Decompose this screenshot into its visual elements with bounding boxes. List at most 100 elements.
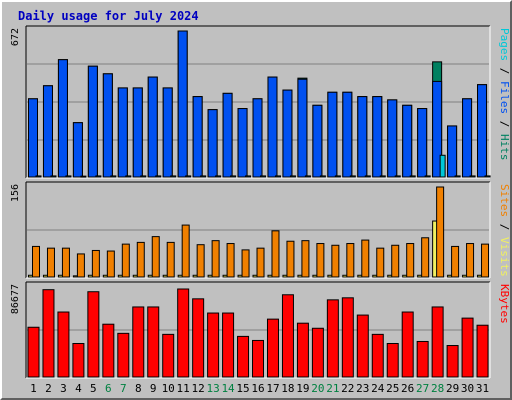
kbytes-bar <box>431 306 444 378</box>
sites-bar <box>481 243 490 278</box>
files-bar <box>57 59 68 178</box>
kbytes-bar <box>42 289 55 378</box>
pages-bar <box>439 154 446 178</box>
kbytes-bar <box>341 297 354 378</box>
files-bar <box>447 125 458 178</box>
files-bar <box>432 80 443 178</box>
pages-bar <box>50 175 57 178</box>
pages-bar <box>454 175 461 178</box>
kbytes-bar <box>72 342 85 378</box>
sites-bar <box>151 236 160 278</box>
kbytes-bar <box>102 323 115 378</box>
x-tick-label: 18 <box>281 382 294 395</box>
sites-bar <box>436 186 445 278</box>
x-tick-label: 16 <box>251 382 264 395</box>
files-bar <box>297 78 308 178</box>
y-max-label: 86677 <box>10 284 21 314</box>
pages-bar <box>140 175 147 178</box>
files-bar <box>147 76 158 178</box>
sites-bar <box>331 244 340 278</box>
files-bar <box>372 96 383 178</box>
legend: Pages / Files / Hits <box>498 28 510 161</box>
sites-bar <box>241 249 250 278</box>
pages-bar <box>125 175 132 178</box>
y-max-label: 672 <box>10 28 21 46</box>
files-bar <box>402 104 413 178</box>
pages-bar <box>424 175 431 178</box>
sites-bar <box>136 241 145 278</box>
kbytes-bar <box>326 299 339 378</box>
pages-bar <box>245 175 252 178</box>
sites-bar <box>376 247 385 278</box>
kbytes-bar <box>117 332 130 378</box>
sites-bar <box>211 240 220 278</box>
kbytes-bar <box>461 317 474 378</box>
x-tick-label: 10 <box>162 382 175 395</box>
pages-bar <box>289 175 296 178</box>
sites-bar <box>106 250 115 278</box>
files-bar <box>207 109 218 178</box>
x-tick-label: 24 <box>371 382 385 395</box>
sites-bar <box>61 247 70 278</box>
legend-text: Sites / Visits <box>498 184 510 277</box>
kbytes-bar <box>147 306 160 378</box>
files-bar <box>282 89 293 178</box>
legend: Sites / Visits <box>498 184 510 277</box>
kbytes-bar <box>476 324 489 378</box>
kbytes-bar <box>27 326 40 378</box>
pages-bar <box>379 175 386 178</box>
files-bar <box>462 98 473 178</box>
legend-entry-kbytes: KBytes <box>498 284 510 324</box>
files-bar <box>72 122 83 178</box>
sites-bar <box>91 249 100 278</box>
kbytes-bar <box>237 335 250 378</box>
sites-bar <box>32 245 40 278</box>
sites-bar <box>301 240 310 278</box>
pages-bar <box>35 175 42 178</box>
pages-bar <box>484 175 491 178</box>
files-bar <box>357 96 368 178</box>
files-bar <box>177 30 188 178</box>
x-tick-label: 28 <box>431 382 444 395</box>
kbytes-bar <box>252 339 265 378</box>
pages-bar <box>65 175 72 178</box>
x-tick-label: 13 <box>206 382 219 395</box>
sites-bar <box>226 243 235 278</box>
kbytes-bar <box>401 311 414 378</box>
sites-bar <box>406 243 415 278</box>
kbytes-bar <box>386 342 399 378</box>
files-bar <box>42 85 53 178</box>
x-tick-label: 3 <box>60 382 67 395</box>
files-bar <box>312 104 323 178</box>
pages-bar <box>185 175 192 178</box>
x-tick-label: 7 <box>120 382 127 395</box>
pages-bar <box>155 175 162 178</box>
pages-bar <box>334 175 341 178</box>
x-tick-label: 12 <box>192 382 205 395</box>
files-bar <box>132 87 143 178</box>
sites-bar <box>316 243 325 278</box>
kbytes-bar <box>446 345 459 378</box>
x-tick-label: 29 <box>446 382 459 395</box>
x-tick-label: 1 <box>30 382 37 395</box>
x-axis-day-labels: 1 2 3 4 5 6 7 8 9 10 11 12 13 14 15 16 17 18 19 20 21 22 23 24 2… <box>30 382 489 395</box>
sites-bar <box>196 244 205 278</box>
x-tick-label: 27 <box>416 382 429 395</box>
kbytes-bar <box>371 333 384 378</box>
kbytes-bar <box>177 288 190 378</box>
x-tick-label: 2 <box>45 382 52 395</box>
kbytes-bar <box>192 298 205 378</box>
pages-bar <box>260 175 267 178</box>
kbytes-bar <box>162 333 175 378</box>
sites-bar <box>361 239 370 278</box>
sites-bar <box>256 247 265 278</box>
files-bar <box>162 87 173 178</box>
kbytes-bar <box>207 312 220 378</box>
legend-separator: / <box>498 114 510 134</box>
files-bar <box>252 98 263 178</box>
x-tick-label: 6 <box>105 382 112 395</box>
pages-bar <box>215 175 222 178</box>
x-tick-label: 21 <box>326 382 339 395</box>
